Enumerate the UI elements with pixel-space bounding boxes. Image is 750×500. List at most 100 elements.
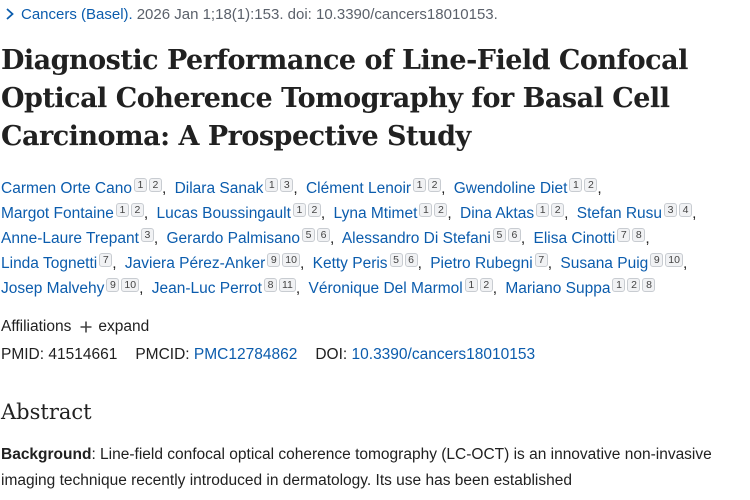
author-item: Josep Malvehy 9 10, xyxy=(1,278,147,297)
page-title: Diagnostic Performance of Line-Field Con… xyxy=(1,45,688,152)
chevron-right-icon[interactable] xyxy=(2,6,18,22)
author-name-link[interactable]: Alessandro Di Stefani xyxy=(341,230,491,247)
author-separator: , xyxy=(417,255,422,272)
affiliation-badge[interactable]: 2 xyxy=(428,178,442,192)
affiliation-badge[interactable]: 2 xyxy=(479,278,493,292)
affiliation-badge[interactable]: 5 xyxy=(389,253,403,267)
author-name-link[interactable]: Stefan Rusu xyxy=(576,205,663,222)
affiliation-badge[interactable]: 6 xyxy=(404,253,418,267)
affiliation-badge[interactable]: 6 xyxy=(317,228,331,242)
affiliation-badge[interactable]: 8 xyxy=(632,228,646,242)
plus-icon xyxy=(80,321,92,333)
author-item: Ketty Peris 5 6, xyxy=(312,253,426,272)
affiliation-badge[interactable]: 10 xyxy=(121,278,140,292)
author-name-link[interactable]: Carmen Orte Cano xyxy=(1,180,132,197)
affiliation-badge[interactable]: 1 xyxy=(133,178,147,192)
author-name-link[interactable]: Javiera Pérez-Anker xyxy=(124,255,266,272)
affiliation-badge[interactable]: 7 xyxy=(99,253,113,267)
author-separator: , xyxy=(492,280,498,297)
affiliation-badge[interactable]: 11 xyxy=(278,278,296,292)
author-name-link[interactable]: Josep Malvehy xyxy=(1,280,105,297)
author-item: Lyna Mtimet 1 2, xyxy=(333,203,456,222)
affiliation-badge[interactable]: 1 xyxy=(115,203,129,217)
author-name-link[interactable]: Véronique Del Marmol xyxy=(308,280,463,297)
affiliation-badge[interactable]: 7 xyxy=(617,228,631,242)
citation-details: 2026 Jan 1;18(1):153. doi: 10.3390/cance… xyxy=(136,5,498,23)
affiliation-badge[interactable]: 2 xyxy=(434,203,448,217)
author-item: Lucas Boussingault 1 2, xyxy=(156,203,330,222)
abstract-body: : Line-field confocal optical coherence … xyxy=(1,446,712,489)
affiliation-badge[interactable]: 1 xyxy=(419,203,433,217)
expand-affiliations-button[interactable]: expand xyxy=(79,318,149,336)
author-name-link[interactable]: Susana Puig xyxy=(560,255,649,272)
affiliation-badge[interactable]: 1 xyxy=(612,278,626,292)
author-separator: , xyxy=(153,230,159,247)
affiliation-badge[interactable]: 1 xyxy=(292,203,306,217)
affiliation-badge[interactable]: 8 xyxy=(642,278,656,292)
affiliation-badge[interactable]: 7 xyxy=(534,253,548,267)
author-name-link[interactable]: Ketty Peris xyxy=(312,255,388,272)
author-name-link[interactable]: Lucas Boussingault xyxy=(156,205,291,222)
author-item: Margot Fontaine 1 2, xyxy=(1,203,152,222)
affiliation-badge[interactable]: 2 xyxy=(148,178,162,192)
affiliation-badge[interactable]: 3 xyxy=(140,228,154,242)
abstract-lead: Background xyxy=(1,446,92,463)
author-name-link[interactable]: Margot Fontaine xyxy=(1,205,114,222)
author-list: Carmen Orte Cano 1 2, Dilara Sanak 1 3, Clém… xyxy=(1,176,741,301)
author-separator: , xyxy=(682,255,688,272)
author-item: Gerardo Palmisano 5 6, xyxy=(166,228,339,247)
affiliation-badge[interactable]: 3 xyxy=(664,203,678,217)
author-name-link[interactable]: Gerardo Palmisano xyxy=(166,230,301,247)
author-item: Clément Lenoir 1 2, xyxy=(305,178,449,197)
doi-link[interactable]: 10.3390/cancers18010153 xyxy=(351,346,536,363)
affiliation-badge[interactable]: 1 xyxy=(464,278,478,292)
author-name-link[interactable]: Dina Aktas xyxy=(460,205,535,222)
affiliation-badge[interactable]: 2 xyxy=(307,203,321,217)
author-name-link[interactable]: Jean-Luc Perrot xyxy=(151,280,262,297)
affiliation-badge[interactable]: 4 xyxy=(679,203,693,217)
author-item: Gwendoline Diet 1 2, xyxy=(453,178,606,197)
affiliation-badge[interactable]: 5 xyxy=(302,228,316,242)
author-separator: , xyxy=(645,230,650,247)
author-item: Javiera Pérez-Anker 9 10, xyxy=(124,253,308,272)
affiliation-badge[interactable]: 8 xyxy=(263,278,277,292)
author-item: Elisa Cinotti 7 8, xyxy=(533,228,654,247)
author-separator: , xyxy=(295,280,301,297)
journal-link[interactable]: Cancers (Basel). xyxy=(21,5,133,23)
affiliation-badge[interactable]: 3 xyxy=(280,178,294,192)
author-separator: , xyxy=(564,205,569,222)
pmcid-link[interactable]: PMC12784862 xyxy=(193,346,298,363)
doi-label: DOI: xyxy=(315,346,348,363)
affiliation-badge[interactable]: 1 xyxy=(413,178,427,192)
affiliation-badge[interactable]: 2 xyxy=(584,178,598,192)
affiliation-badge[interactable]: 2 xyxy=(627,278,641,292)
author-separator: , xyxy=(139,280,144,297)
doi-group: DOI: 10.3390/cancers18010153 xyxy=(315,346,535,364)
affiliation-badge[interactable]: 9 xyxy=(106,278,120,292)
affiliation-badge[interactable]: 1 xyxy=(536,203,550,217)
author-name-link[interactable]: Elisa Cinotti xyxy=(533,230,616,247)
author-item: Carmen Orte Cano 1 2, xyxy=(1,178,170,197)
author-name-link[interactable]: Linda Tognetti xyxy=(1,255,98,272)
author-name-link[interactable]: Mariano Suppa xyxy=(505,280,611,297)
affiliation-badge[interactable]: 2 xyxy=(130,203,144,217)
author-name-link[interactable]: Dilara Sanak xyxy=(174,180,264,197)
affiliation-badge[interactable]: 1 xyxy=(265,178,279,192)
author-item: Véronique Del Marmol 1 2, xyxy=(308,278,502,297)
affiliation-badge[interactable]: 10 xyxy=(282,253,300,267)
author-separator: , xyxy=(692,205,697,222)
author-name-link[interactable]: Anne-Laure Trepant xyxy=(1,230,139,247)
affiliation-badge[interactable]: 2 xyxy=(551,203,565,217)
expand-label: expand xyxy=(98,318,150,335)
affiliation-badge[interactable]: 10 xyxy=(665,253,683,267)
author-name-link[interactable]: Pietro Rubegni xyxy=(430,255,533,272)
author-name-link[interactable]: Gwendoline Diet xyxy=(453,180,568,197)
affiliation-badge[interactable]: 5 xyxy=(492,228,506,242)
affiliation-badge[interactable]: 9 xyxy=(650,253,664,267)
affiliation-badge[interactable]: 9 xyxy=(267,253,281,267)
author-name-link[interactable]: Lyna Mtimet xyxy=(333,205,418,222)
affiliation-badge[interactable]: 1 xyxy=(569,178,583,192)
affiliation-badge[interactable]: 6 xyxy=(507,228,521,242)
author-item: Susana Puig 9 10, xyxy=(560,253,691,272)
author-name-link[interactable]: Clément Lenoir xyxy=(305,180,412,197)
